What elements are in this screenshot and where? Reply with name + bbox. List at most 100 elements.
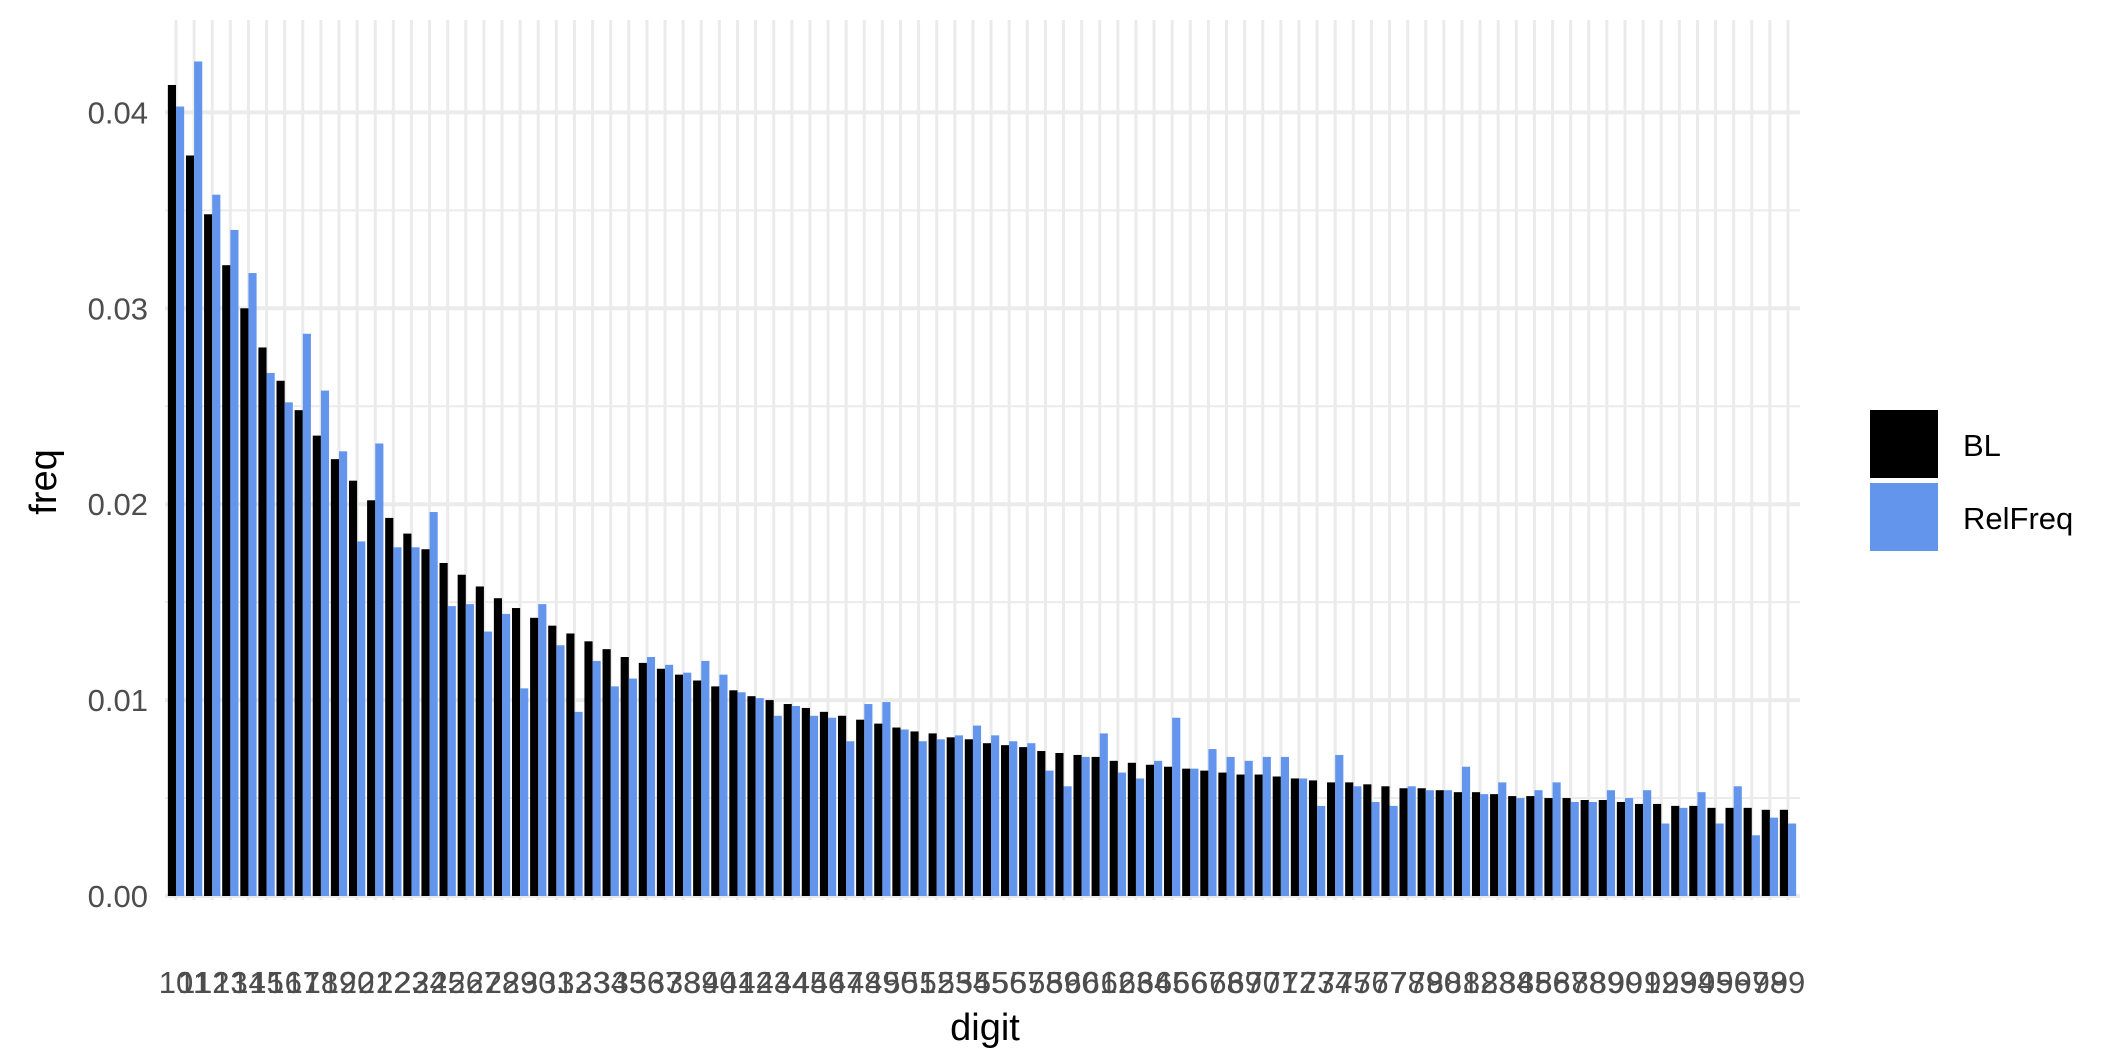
bar-bl-85	[1526, 796, 1535, 896]
x-tick-label: 61	[1082, 965, 1116, 1000]
x-tick-label: 64	[1137, 965, 1171, 1000]
x-tick-label: 14	[231, 965, 265, 1000]
bar-relfreq-37	[665, 664, 674, 896]
x-tick-label: 75	[1336, 965, 1370, 1000]
y-axis-title: freq	[23, 449, 65, 514]
bar-relfreq-38	[683, 672, 692, 896]
bar-relfreq-53	[954, 735, 963, 896]
bar-relfreq-29	[520, 688, 529, 896]
bar-bl-65	[1164, 766, 1173, 896]
x-tick-label: 13	[213, 965, 247, 1000]
bar-bl-20	[348, 480, 358, 896]
x-tick-label: 26	[449, 965, 483, 1000]
x-tick-label: 80	[1427, 965, 1461, 1000]
bar-relfreq-99	[1788, 823, 1797, 896]
bar-bl-98	[1761, 809, 1770, 896]
bar-relfreq-47	[846, 741, 855, 896]
bar-relfreq-71	[1280, 756, 1289, 896]
x-tick-label: 82	[1463, 965, 1497, 1000]
bar-relfreq-52	[936, 739, 945, 896]
bar-bl-74	[1327, 782, 1336, 896]
bar-bl-61	[1091, 756, 1100, 896]
x-tick-label: 92	[1644, 965, 1678, 1000]
bar-bl-27	[475, 586, 484, 896]
bar-relfreq-14	[248, 273, 257, 896]
bar-relfreq-13	[230, 229, 239, 896]
x-tick-label: 85	[1517, 965, 1551, 1000]
bar-relfreq-25	[447, 606, 456, 896]
bar-relfreq-88	[1588, 801, 1597, 896]
x-tick-label: 30	[521, 965, 555, 1000]
x-tick-label: 21	[358, 965, 392, 1000]
bar-bl-26	[457, 574, 466, 896]
x-tick-label: 32	[557, 965, 591, 1000]
bar-relfreq-26	[465, 604, 474, 896]
bar-relfreq-89	[1606, 790, 1616, 896]
bar-bl-55	[982, 743, 992, 896]
bar-bl-37	[656, 668, 666, 896]
bar-relfreq-87	[1570, 801, 1579, 896]
y-axis-tick-labels: 0.00 0.01 0.02 0.03 0.04	[88, 95, 148, 914]
bar-bl-51	[910, 731, 919, 896]
bar-relfreq-64	[1154, 760, 1163, 896]
x-tick-label: 96	[1716, 965, 1750, 1000]
legend-label-bl: BL	[1963, 428, 2001, 463]
bar-bl-57	[1019, 747, 1028, 896]
x-tick-label: 70	[1245, 965, 1279, 1000]
bar-bl-60	[1073, 754, 1082, 896]
x-tick-label: 73	[1300, 965, 1334, 1000]
x-tick-label: 12	[195, 965, 229, 1000]
bar-bl-64	[1145, 764, 1155, 896]
bar-relfreq-94	[1697, 792, 1706, 896]
bar-bl-80	[1435, 790, 1444, 896]
y-tick-label: 0.03	[88, 291, 148, 326]
x-tick-label: 49	[865, 965, 899, 1000]
bar-bl-50	[892, 727, 901, 896]
y-tick-label: 0.01	[88, 683, 148, 718]
bar-relfreq-59	[1063, 786, 1072, 896]
bar-relfreq-58	[1045, 770, 1054, 896]
x-tick-label: 83	[1481, 965, 1515, 1000]
x-tick-label: 72	[1282, 965, 1316, 1000]
bar-relfreq-65	[1172, 717, 1181, 896]
bar-bl-97	[1743, 807, 1752, 896]
bar-relfreq-61	[1099, 733, 1108, 896]
bar-relfreq-20	[357, 541, 366, 896]
bar-bl-34	[602, 649, 611, 896]
bar-relfreq-30	[538, 604, 547, 896]
bar-bl-75	[1345, 782, 1354, 896]
bar-relfreq-16	[284, 402, 293, 896]
x-tick-label: 20	[340, 965, 374, 1000]
x-tick-label: 48	[847, 965, 881, 1000]
bar-relfreq-90	[1624, 798, 1634, 896]
bar-bl-18	[312, 435, 321, 896]
x-tick-label: 42	[738, 965, 772, 1000]
x-tick-label: 81	[1445, 965, 1479, 1000]
bar-relfreq-36	[646, 657, 656, 896]
bar-relfreq-45	[809, 715, 819, 896]
bar-bl-21	[367, 500, 376, 896]
bar-relfreq-49	[882, 702, 891, 896]
bar-relfreq-82	[1480, 794, 1489, 896]
x-tick-label: 78	[1390, 965, 1424, 1000]
x-tick-label: 44	[775, 965, 809, 1000]
x-tick-label: 68	[1209, 965, 1243, 1000]
bar-bl-92	[1653, 803, 1662, 896]
bar-bl-48	[856, 719, 865, 896]
x-tick-label: 93	[1662, 965, 1696, 1000]
bar-bl-13	[222, 265, 231, 896]
bar-bl-10	[167, 84, 176, 897]
x-tick-label: 59	[1046, 965, 1080, 1000]
bar-relfreq-70	[1262, 756, 1271, 896]
x-tick-label: 74	[1318, 965, 1352, 1000]
x-tick-label: 23	[394, 965, 428, 1000]
x-tick-label: 18	[304, 965, 338, 1000]
bar-relfreq-66	[1190, 768, 1199, 896]
bar-bl-89	[1598, 800, 1607, 896]
bar-relfreq-67	[1208, 749, 1217, 896]
x-tick-label: 35	[612, 965, 646, 1000]
bar-bl-90	[1616, 801, 1625, 896]
bar-bl-54	[964, 739, 973, 896]
bar-relfreq-80	[1443, 790, 1453, 896]
